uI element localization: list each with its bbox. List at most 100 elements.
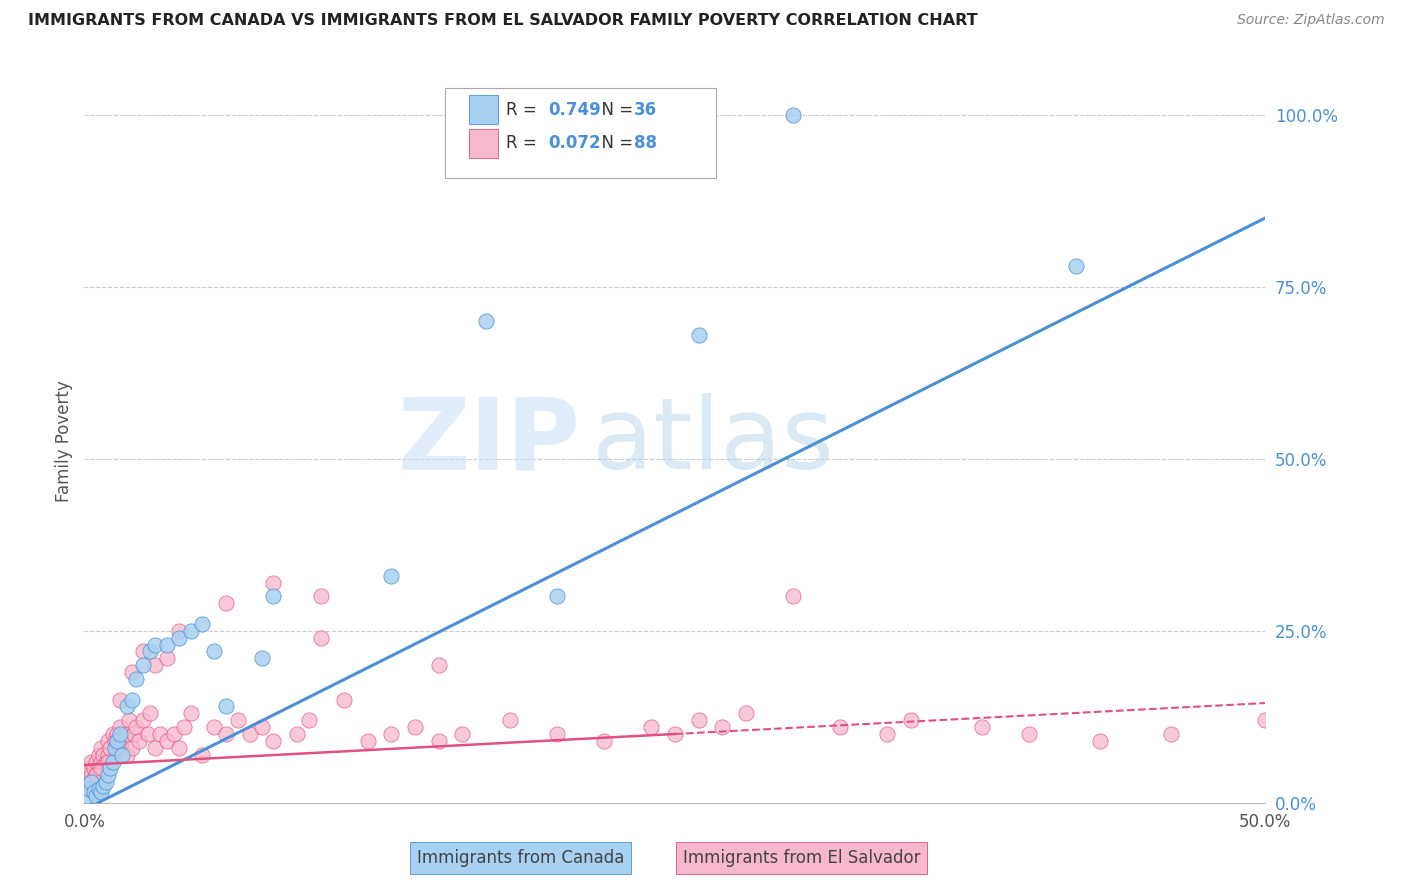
Point [180,706,202,721]
Point [215,699,238,714]
Point [593,734,616,748]
Point [90,755,112,769]
Point [118,713,141,727]
Point [80,755,103,769]
Point [90,740,112,755]
Point [970,720,993,734]
Point [121,740,143,755]
Point [191,616,214,631]
Point [180,624,202,638]
Text: N =: N = [591,134,638,153]
Point [239,727,262,741]
Point [108,692,131,706]
Text: R =: R = [506,101,541,119]
Point [139,706,162,721]
Point [498,713,520,727]
Point [83,785,105,799]
Point [546,590,568,604]
Point [77,775,100,789]
Point [309,590,332,604]
Point [76,789,98,803]
Point [136,727,159,741]
Text: 0.072: 0.072 [548,134,602,153]
Point [108,740,131,755]
Point [782,590,804,604]
Point [104,734,127,748]
Point [427,658,450,673]
Point [94,755,117,769]
Point [143,638,166,652]
Point [664,727,686,741]
Text: 36: 36 [634,101,657,119]
Point [91,747,114,762]
Point [173,720,195,734]
Point [132,644,155,658]
Point [1254,713,1277,727]
Point [90,761,112,775]
Point [128,734,150,748]
Y-axis label: Family Poverty: Family Poverty [55,381,73,502]
Point [84,789,107,803]
Point [101,755,124,769]
Point [380,568,402,582]
Point [711,720,734,734]
Point [125,672,148,686]
Point [114,727,136,741]
Point [108,727,131,741]
Point [876,727,898,741]
Point [132,713,155,727]
Point [167,740,190,755]
FancyBboxPatch shape [444,87,716,178]
Point [1018,727,1040,741]
Point [97,747,120,762]
Point [104,740,127,755]
Point [80,768,103,782]
Point [262,734,284,748]
Point [101,727,124,741]
Point [115,699,138,714]
Point [97,734,120,748]
Point [734,706,756,721]
Point [250,651,273,665]
Point [830,720,852,734]
Point [156,638,179,652]
Point [262,575,284,590]
Point [404,720,426,734]
Point [84,768,107,782]
Point [107,727,129,741]
Point [94,775,117,789]
Point [121,665,143,679]
Point [156,651,179,665]
Point [688,327,710,342]
Point [125,720,148,734]
Point [98,740,121,755]
Point [107,734,129,748]
Point [640,720,662,734]
Point [115,747,138,762]
Point [111,747,134,762]
Point [91,779,114,793]
Point [122,727,145,741]
Point [333,692,356,706]
Point [77,782,100,797]
Point [83,761,105,775]
Point [782,108,804,122]
Point [1160,727,1182,741]
Text: N =: N = [591,101,638,119]
Point [546,727,568,741]
Point [87,747,110,762]
Text: atlas: atlas [592,393,834,490]
Point [163,727,186,741]
Point [167,631,190,645]
Point [111,734,134,748]
Point [191,747,214,762]
Text: 88: 88 [634,134,657,153]
Point [226,713,249,727]
Text: Immigrants from El Salvador: Immigrants from El Salvador [683,849,920,867]
Point [97,755,120,769]
FancyBboxPatch shape [470,95,498,124]
Point [262,590,284,604]
Point [143,658,166,673]
Point [427,734,450,748]
Point [139,644,162,658]
